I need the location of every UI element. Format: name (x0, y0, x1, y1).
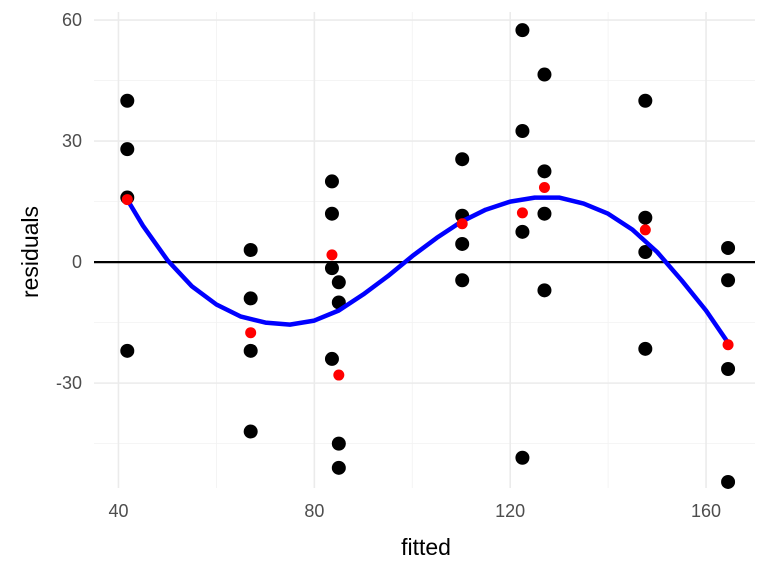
x-tick-label: 160 (691, 501, 721, 521)
mean-point (639, 224, 651, 236)
observed-point (537, 283, 552, 298)
observed-point (331, 460, 346, 475)
y-tick-label: 30 (62, 131, 82, 151)
observed-point (455, 236, 470, 251)
observed-point (638, 341, 653, 356)
observed-point (537, 206, 552, 221)
x-axis-title: fitted (401, 534, 451, 560)
observed-point (243, 343, 258, 358)
observed-point (120, 343, 135, 358)
y-tick-label: -30 (56, 373, 82, 393)
observed-point (515, 450, 530, 465)
observed-point (721, 240, 736, 255)
x-tick-label: 80 (304, 501, 324, 521)
observed-point (537, 164, 552, 179)
y-tick-label: 60 (62, 10, 82, 30)
observed-point (324, 174, 339, 189)
smooth-curve (125, 195, 731, 346)
observed-point (455, 152, 470, 167)
observed-point (537, 67, 552, 82)
observed-point (120, 93, 135, 108)
observed-point (721, 474, 736, 489)
observed-point (638, 93, 653, 108)
y-tick-label: 0 (72, 252, 82, 272)
observed-point (721, 273, 736, 288)
y-tick-labels: -30 0 30 60 (56, 10, 82, 393)
observed-point (515, 23, 530, 38)
observed-point (331, 275, 346, 290)
observed-point (120, 142, 135, 157)
mean-point (245, 327, 257, 339)
observed-point (515, 124, 530, 138)
observed-point (324, 206, 339, 221)
mean-point (456, 218, 468, 230)
mean-point (121, 194, 133, 206)
observed-point (331, 436, 346, 451)
observed-point (638, 210, 653, 225)
x-tick-label: 40 (108, 501, 128, 521)
observed-point (243, 424, 258, 439)
mean-point (516, 207, 528, 219)
observed-point (243, 291, 258, 306)
mean-point (722, 339, 734, 351)
observed-point (721, 362, 736, 376)
mean-point (326, 249, 338, 261)
observed-point (515, 224, 530, 239)
observed-point (324, 351, 339, 366)
observed-point (243, 243, 258, 257)
x-tick-labels: 40 80 120 160 (108, 501, 721, 521)
smooth-curve-layer (125, 195, 731, 346)
observed-point (324, 261, 339, 276)
y-axis-title: residuals (17, 206, 43, 298)
minor-gridlines (94, 12, 755, 488)
mean-points (121, 181, 734, 381)
mean-point (538, 181, 550, 193)
observed-point (638, 245, 653, 260)
observed-point (455, 273, 470, 288)
observed-points (120, 23, 736, 489)
x-tick-label: 120 (495, 501, 525, 521)
mean-point (333, 369, 345, 381)
